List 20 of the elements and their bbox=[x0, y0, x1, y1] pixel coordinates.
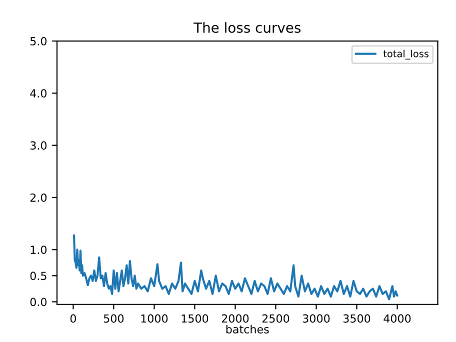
y-tick-label: 1.0 bbox=[30, 246, 47, 254]
y-tick-label: 5.0 bbox=[30, 37, 47, 46]
x-axis-title: batches bbox=[226, 324, 269, 334]
x-tick-label: 3000 bbox=[302, 314, 330, 323]
x-tick-label: 500 bbox=[104, 314, 124, 323]
y-tick-label: 0.5 bbox=[30, 272, 46, 280]
line-series bbox=[72, 234, 398, 300]
x-tick-label: 1000 bbox=[141, 314, 168, 323]
y-tick-label: 4.0 bbox=[30, 89, 47, 98]
x-tick-label: 2000 bbox=[222, 314, 249, 323]
y-tick-label: 2.0 bbox=[30, 193, 47, 202]
x-tick-label: 3500 bbox=[343, 314, 370, 323]
y-tick-label: 0.0 bbox=[30, 298, 47, 306]
chart-title: The loss curves bbox=[194, 22, 301, 33]
y-tick-label: 3.0 bbox=[30, 141, 47, 150]
x-tick-label: 4000 bbox=[384, 314, 411, 323]
x-tick-label: 2500 bbox=[262, 314, 290, 323]
legend-label: total_loss bbox=[383, 50, 429, 60]
x-tick-label: 0 bbox=[70, 314, 76, 323]
x-tick-label: 1500 bbox=[182, 314, 208, 323]
